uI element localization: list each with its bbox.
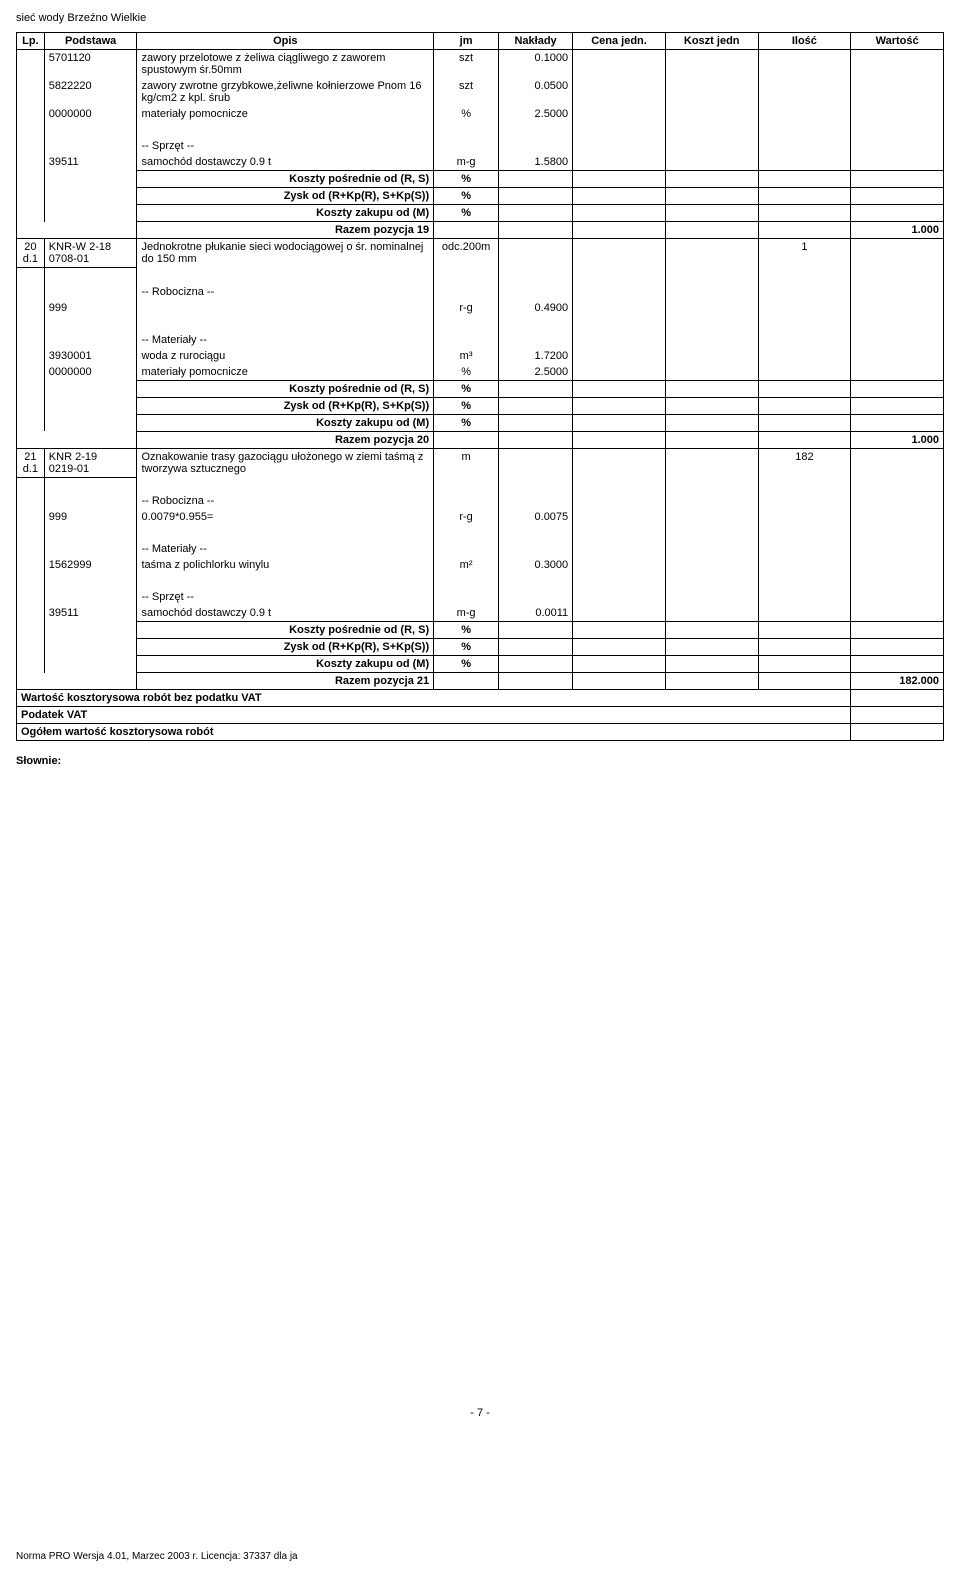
col-opis: Opis — [137, 33, 434, 50]
col-podstawa: Podstawa — [44, 33, 137, 50]
blank-row — [17, 525, 944, 541]
col-ilosc: Ilość — [758, 33, 851, 50]
razem-row: Razem pozycja 21182.000 — [17, 673, 944, 690]
position-row: 21d.1KNR 2-190219-01Oznakowanie trasy ga… — [17, 448, 944, 477]
table-row: -- Materiały -- — [17, 332, 944, 348]
kp-row: Koszty pośrednie od (R, S)% — [17, 380, 944, 397]
kp-row: Koszty pośrednie od (R, S)% — [17, 622, 944, 639]
table-row: 5822220zawory zwrotne grzybkowe,żeliwne … — [17, 78, 944, 106]
col-lp: Lp. — [17, 33, 45, 50]
table-row: 39511samochód dostawczy 0.9 tm-g0.0011 — [17, 605, 944, 622]
col-jm: jm — [434, 33, 499, 50]
page-number: - 7 - — [16, 1407, 944, 1419]
col-wartosc: Wartość — [851, 33, 944, 50]
blank-row — [17, 477, 944, 493]
table-row: 9990.0079*0.955=r-g0.0075 — [17, 509, 944, 525]
kp-row: Zysk od (R+Kp(R), S+Kp(S))% — [17, 188, 944, 205]
col-naklady: Nakłady — [499, 33, 573, 50]
blank-row — [17, 573, 944, 589]
col-cena: Cena jedn. — [573, 33, 666, 50]
table-row: -- Robocizna -- — [17, 493, 944, 509]
table-row: -- Materiały -- — [17, 541, 944, 557]
table-row: 0000000materiały pomocnicze%2.5000 — [17, 106, 944, 122]
slownie-label: Słownie: — [16, 755, 944, 767]
summary-row: Ogółem wartość kosztorysowa robót — [17, 724, 944, 741]
blank-row — [17, 122, 944, 138]
kp-row: Zysk od (R+Kp(R), S+Kp(S))% — [17, 397, 944, 414]
blank-row — [17, 316, 944, 332]
summary-row: Wartość kosztorysowa robót bez podatku V… — [17, 690, 944, 707]
blank-row — [17, 268, 944, 284]
kp-row: Koszty pośrednie od (R, S)% — [17, 171, 944, 188]
razem-row: Razem pozycja 191.000 — [17, 222, 944, 239]
table-row: 1562999taśma z polichlorku winylum²0.300… — [17, 557, 944, 573]
position-row: 20d.1KNR-W 2-180708-01Jednokrotne płukan… — [17, 239, 944, 268]
table-header-row: Lp. Podstawa Opis jm Nakłady Cena jedn. … — [17, 33, 944, 50]
kp-row: Zysk od (R+Kp(R), S+Kp(S))% — [17, 639, 944, 656]
table-row: 39511samochód dostawczy 0.9 tm-g1.5800 — [17, 154, 944, 171]
summary-row: Podatek VAT — [17, 707, 944, 724]
cost-table: Lp. Podstawa Opis jm Nakłady Cena jedn. … — [16, 32, 944, 741]
table-row: 0000000materiały pomocnicze%2.5000 — [17, 364, 944, 381]
footer-text: Norma PRO Wersja 4.01, Marzec 2003 r. Li… — [16, 1551, 944, 1562]
page-header: sieć wody Brzeźno Wielkie — [16, 12, 944, 24]
kp-row: Koszty zakupu od (M)% — [17, 205, 944, 222]
table-row: 999r-g0.4900 — [17, 300, 944, 316]
razem-row: Razem pozycja 201.000 — [17, 431, 944, 448]
table-row: 3930001woda z rurociągum³1.7200 — [17, 348, 944, 364]
col-koszt: Koszt jedn — [665, 33, 758, 50]
table-row: -- Sprzęt -- — [17, 589, 944, 605]
kp-row: Koszty zakupu od (M)% — [17, 656, 944, 673]
table-row: -- Robocizna -- — [17, 284, 944, 300]
kp-row: Koszty zakupu od (M)% — [17, 414, 944, 431]
table-row: -- Sprzęt -- — [17, 138, 944, 154]
table-row: 5701120zawory przelotowe z żeliwa ciągli… — [17, 50, 944, 79]
